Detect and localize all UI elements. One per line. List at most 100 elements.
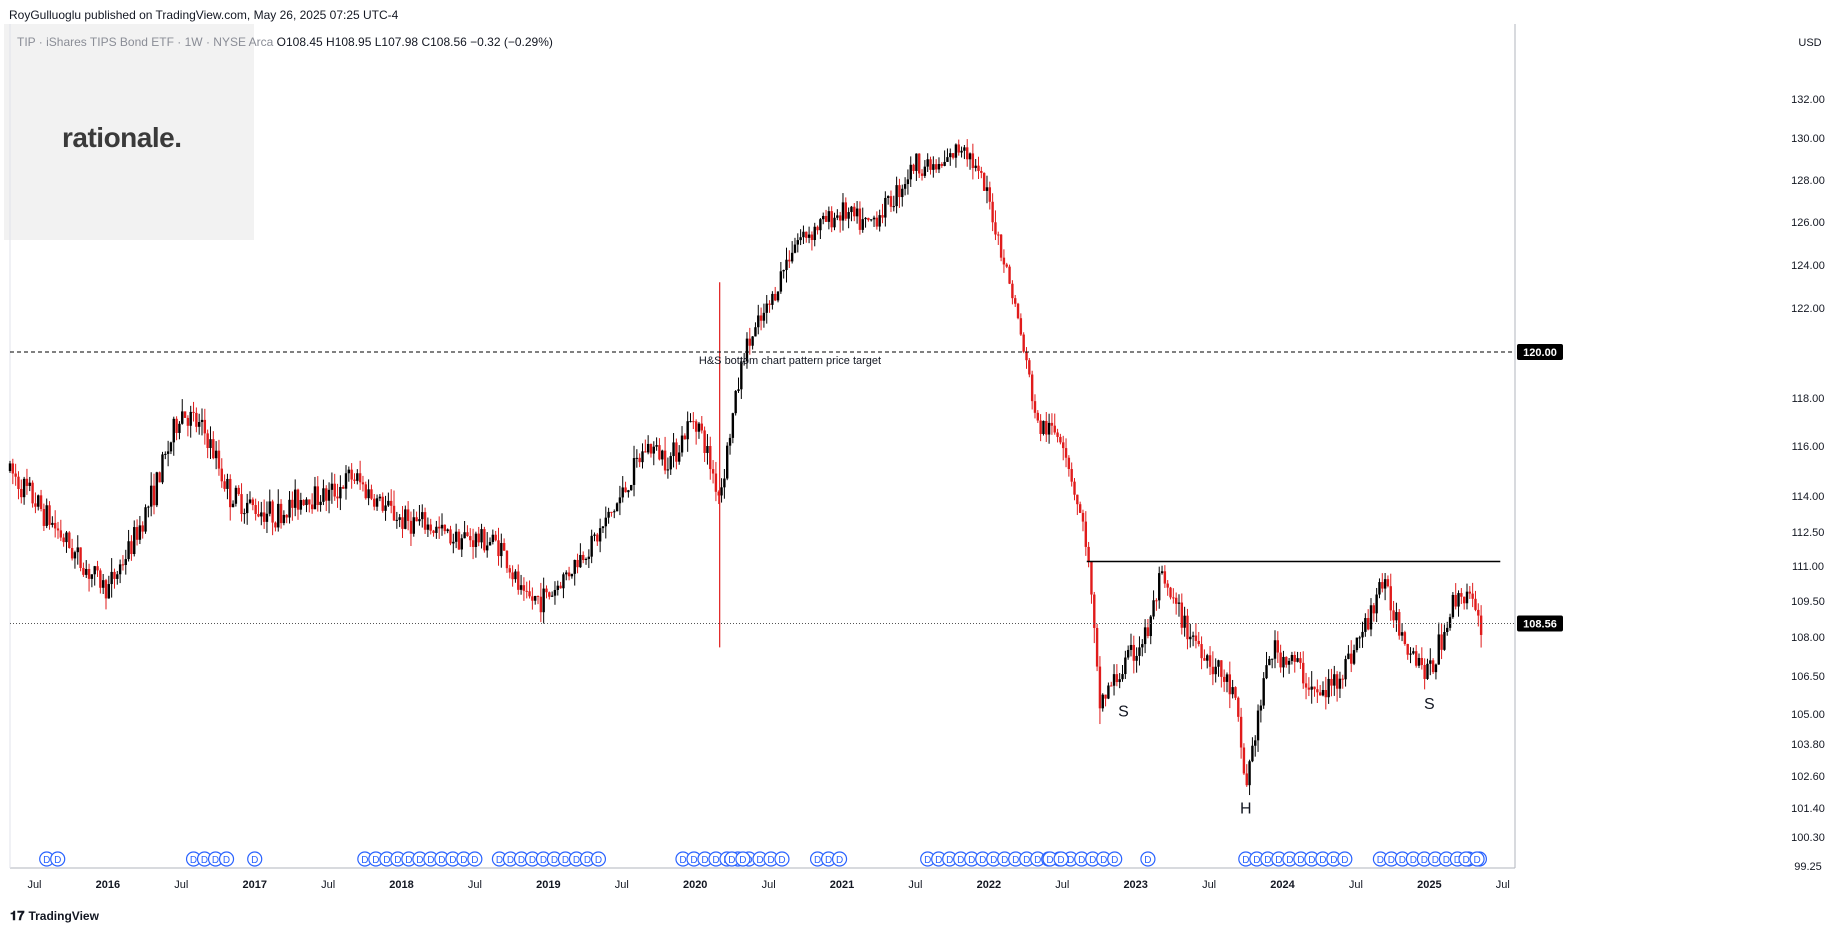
candle-body (104, 580, 108, 599)
candle-body (596, 534, 599, 542)
dividend-letter: D (595, 855, 602, 866)
candle-body (245, 502, 249, 514)
candle-body (277, 503, 280, 528)
candle-body (779, 271, 783, 292)
candle-body (1211, 666, 1215, 675)
candle-body (584, 558, 588, 561)
candle-body (274, 522, 277, 528)
candle-body (214, 450, 218, 459)
candle-body (412, 517, 415, 534)
candle-body (1268, 658, 1271, 666)
candle-body (107, 584, 111, 599)
candle-body (200, 419, 204, 423)
candlestick-series (8, 139, 1483, 796)
time-tick-label: Jul (762, 879, 776, 891)
dividend-letter: D (1275, 855, 1282, 866)
candle-body (1042, 420, 1045, 434)
candle-body (641, 451, 644, 463)
time-tick-label: Jul (615, 879, 629, 891)
time-tick-label: 2017 (242, 879, 266, 891)
candle-body (299, 500, 303, 510)
chart-annotations: H&S bottom chart pattern price target S H S (10, 351, 1515, 817)
candle-body (1426, 663, 1429, 679)
dividend-letter: D (551, 855, 558, 866)
candle-body (731, 413, 735, 438)
candle-body (395, 519, 399, 521)
candle-body (1347, 653, 1350, 660)
dividend-letter: D (562, 855, 569, 866)
candle-body (336, 496, 339, 499)
dividend-letter: D (1001, 855, 1008, 866)
dividend-marker: D (1030, 851, 1046, 867)
price-tick-label: 130.00 (1791, 133, 1825, 145)
dividend-letter: D (1432, 855, 1439, 866)
candle-body (1132, 644, 1136, 661)
candle-body (1479, 615, 1483, 635)
candle-body (1248, 761, 1251, 786)
candle-body (556, 585, 559, 590)
candle-body (51, 522, 54, 525)
candle-body (364, 484, 367, 499)
candle-body (872, 217, 876, 220)
candle-body (20, 488, 23, 498)
price-axis[interactable]: USD 132.00 130.00 128.00 126.00 124.00 122.00 1… (1517, 37, 1825, 873)
candle-body (672, 442, 675, 457)
dividend-letter: D (438, 855, 445, 866)
candle-body (70, 547, 74, 559)
candle-body (813, 226, 816, 241)
dividend-marker: D (1008, 851, 1024, 867)
candle-body (963, 147, 966, 151)
target-price-badge: 120.00 (1523, 347, 1557, 359)
candle-body (624, 487, 627, 493)
candle-body (158, 472, 161, 483)
dividend-letter: D (728, 855, 735, 866)
dividend-circle (467, 851, 483, 867)
time-tick-label: Jul (908, 879, 922, 891)
candle-body (1460, 593, 1463, 597)
symbol-legend[interactable]: TIP · iShares TIPS Bond ETF · 1W · NYSE … (17, 35, 553, 49)
candle-body (1355, 637, 1359, 651)
tradingview-footer[interactable]: 𝟏𝟕 TradingView (10, 908, 99, 924)
candle-body (598, 528, 602, 542)
target-price-badge-bg (1517, 344, 1563, 360)
candle-body (1420, 657, 1424, 666)
candle-body (666, 469, 670, 471)
candle-body (1019, 318, 1023, 335)
candle-body (1101, 694, 1104, 709)
candle-body (155, 472, 159, 506)
candle-body (133, 527, 136, 555)
candle-body (347, 469, 351, 474)
candle-body (1197, 640, 1200, 645)
candle-body (982, 172, 986, 191)
time-tick-label: Jul (27, 879, 41, 891)
candle-body (539, 596, 543, 613)
candle-body (271, 501, 274, 523)
candle-body (649, 443, 653, 454)
candle-body (655, 445, 658, 447)
candle-body (607, 511, 610, 518)
candle-body (1406, 644, 1409, 655)
candle-body (1220, 660, 1223, 677)
candle-body (1174, 597, 1178, 604)
dividend-circle (1337, 851, 1353, 867)
candle-body (1285, 656, 1288, 665)
candle-body (906, 179, 910, 185)
candle-body (1110, 685, 1113, 687)
candle-body (1152, 600, 1155, 617)
candle-body (1014, 298, 1017, 304)
price-tick-label: 106.50 (1791, 671, 1825, 683)
dividend-letter: D (1067, 855, 1074, 866)
candle-body (1121, 674, 1124, 680)
candle-body (169, 442, 173, 452)
candle-body (62, 537, 65, 543)
candle-body (8, 463, 12, 471)
candle-body (886, 196, 890, 198)
dividend-letter: D (935, 855, 942, 866)
candle-body (723, 478, 726, 488)
candle-body (1412, 651, 1415, 654)
time-tick-label: 2016 (96, 879, 120, 891)
price-target-label: H&S bottom chart pattern price target (699, 355, 881, 367)
candle-body (768, 303, 771, 305)
time-axis[interactable]: Jul 2016 Jul 2017 Jul 2018 Jul 2019 Jul 2020 Jul 20… (27, 879, 1509, 891)
